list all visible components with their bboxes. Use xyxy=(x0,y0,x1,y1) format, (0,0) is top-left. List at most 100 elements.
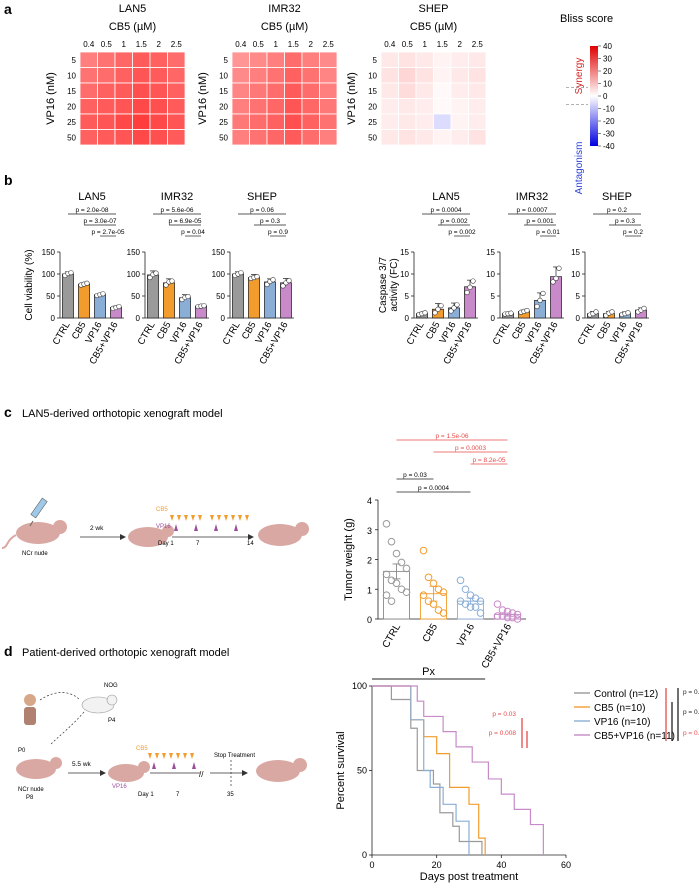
bar-ctrl xyxy=(232,273,244,319)
heatmap-cell xyxy=(433,129,452,146)
y-tick-label: 5 xyxy=(491,292,496,301)
data-point xyxy=(439,609,448,617)
cb5-dose-arrow xyxy=(177,515,181,521)
data-point xyxy=(466,603,475,611)
data-point xyxy=(422,310,428,316)
y-tick-label: 10 xyxy=(368,71,377,80)
data-point xyxy=(498,606,507,614)
heatmap-cell xyxy=(97,98,116,115)
data-point xyxy=(387,597,396,605)
data-point xyxy=(493,600,502,608)
y-tick-label: 50 xyxy=(46,292,55,301)
bar-cb5 xyxy=(78,283,90,319)
x-tick-label: CTRL xyxy=(576,320,598,347)
p-value-label: p = 3.0e-07 xyxy=(83,218,116,225)
x-tick-label: 2 xyxy=(157,40,162,49)
vp16-dose-mark xyxy=(194,524,198,531)
data-point xyxy=(286,278,292,284)
heatmap-cell xyxy=(167,67,186,84)
heatmap-cell xyxy=(301,129,320,146)
data-point xyxy=(534,303,540,310)
data-point xyxy=(498,612,507,620)
cb5-dose-arrow xyxy=(148,753,152,759)
heatmap-cell xyxy=(231,98,250,115)
heatmap-cell xyxy=(149,129,168,146)
heatmap-cell xyxy=(433,51,452,68)
vp16-dose-mark xyxy=(152,762,156,769)
x-tick-label: 0.5 xyxy=(101,40,113,49)
heatmap-cell xyxy=(97,51,116,68)
data-point xyxy=(382,520,391,528)
heatmap-cell xyxy=(266,113,285,130)
stop-treatment-label: Stop Treatment xyxy=(214,753,255,759)
p-value-label: p = 0.03 xyxy=(492,711,516,718)
p-value-label: p = 5.6e-06 xyxy=(160,207,193,214)
vp16-dose-mark xyxy=(172,762,176,769)
data-point xyxy=(201,303,207,309)
heatmap-cell xyxy=(132,129,151,146)
data-point xyxy=(508,613,517,622)
vp16-dosing-marks xyxy=(152,762,196,769)
heatmap-cell xyxy=(114,51,133,68)
data-point xyxy=(503,607,512,616)
day-7-label: 7 xyxy=(176,792,180,798)
y-tick-label: 20 xyxy=(67,102,76,111)
x-tick-label: 1.5 xyxy=(136,40,148,49)
data-point xyxy=(429,600,438,608)
cb5-dose-arrow xyxy=(245,515,249,521)
heatmap-cell xyxy=(380,98,399,115)
y-tick-label: 5 xyxy=(405,292,410,301)
p-value-label: p = 0.0003 xyxy=(455,445,486,452)
cb5-dose-arrow xyxy=(170,515,174,521)
x-tick-label: CTRL xyxy=(136,320,158,347)
heatmap-cell xyxy=(450,129,469,146)
heatmap-cell xyxy=(468,82,487,99)
heatmap-cell xyxy=(380,82,399,99)
heatmap-cell xyxy=(97,67,116,84)
data-point xyxy=(264,281,270,288)
vp16-dose-mark xyxy=(174,524,178,531)
data-point xyxy=(116,303,122,310)
p8-label: P8 xyxy=(26,795,34,801)
x-tick-label: 1 xyxy=(423,40,428,49)
heatmap-cell xyxy=(79,51,98,68)
heatmap-cell xyxy=(284,67,303,84)
heatmap-imr32: IMR32 CB5 (µM) 0.4 0.5 1 1.5 2 2.5 5 10 15 20 25 50 VP… xyxy=(197,3,338,146)
survival-curve-0 xyxy=(372,685,483,855)
colorbar-tick-label: 40 xyxy=(603,42,612,51)
x-tick-label: 1 xyxy=(122,40,127,49)
data-point xyxy=(456,576,465,585)
heatmap-cell xyxy=(415,51,434,68)
p-value-label: p = 1.5e-06 xyxy=(435,433,468,440)
heatmap-cell xyxy=(132,67,151,84)
survival-chart: 0 20 40 60 0 50 100 Percent survival Days post t… xyxy=(335,666,699,883)
p-value-label: p = 0.2 xyxy=(623,229,643,236)
tumor-weight-chart: 0 1 2 3 4 Tumor weight (g) CTRL CB5 VP16 CB5+VP16… xyxy=(343,433,526,671)
x-tick-label: 60 xyxy=(561,860,571,870)
heatmap-cell xyxy=(114,98,133,115)
cb5-dose-arrow xyxy=(224,515,228,521)
data-point xyxy=(153,270,159,276)
cb5-dose-arrow xyxy=(169,753,173,759)
y-axis-label: VP16 (nM) xyxy=(197,72,209,125)
data-point xyxy=(254,274,260,280)
data-point xyxy=(461,585,470,594)
day-1-label: Day 1 xyxy=(138,792,154,798)
x-tick-label: 2.5 xyxy=(171,40,183,49)
heatmap-cell xyxy=(167,98,186,115)
y-tick-label: 100 xyxy=(352,681,367,691)
y-tick-label: 50 xyxy=(368,133,377,142)
y-axis-label: Tumor weight (g) xyxy=(343,518,355,601)
p-value-label: p = 0.001 xyxy=(526,218,554,225)
heatmap-cell xyxy=(433,113,452,130)
y-tick-label: 15 xyxy=(368,87,377,96)
colorbar-tick-label: 10 xyxy=(603,80,612,89)
y-tick-label: 15 xyxy=(486,248,495,257)
mouse-icon xyxy=(1,520,67,549)
data-point xyxy=(397,558,406,567)
data-point xyxy=(524,307,530,314)
heatmap-cell xyxy=(450,113,469,130)
cb5-dose-arrow xyxy=(183,753,187,759)
heatmap-cell xyxy=(284,98,303,115)
p-value-label: p = 0.002 xyxy=(448,229,476,236)
